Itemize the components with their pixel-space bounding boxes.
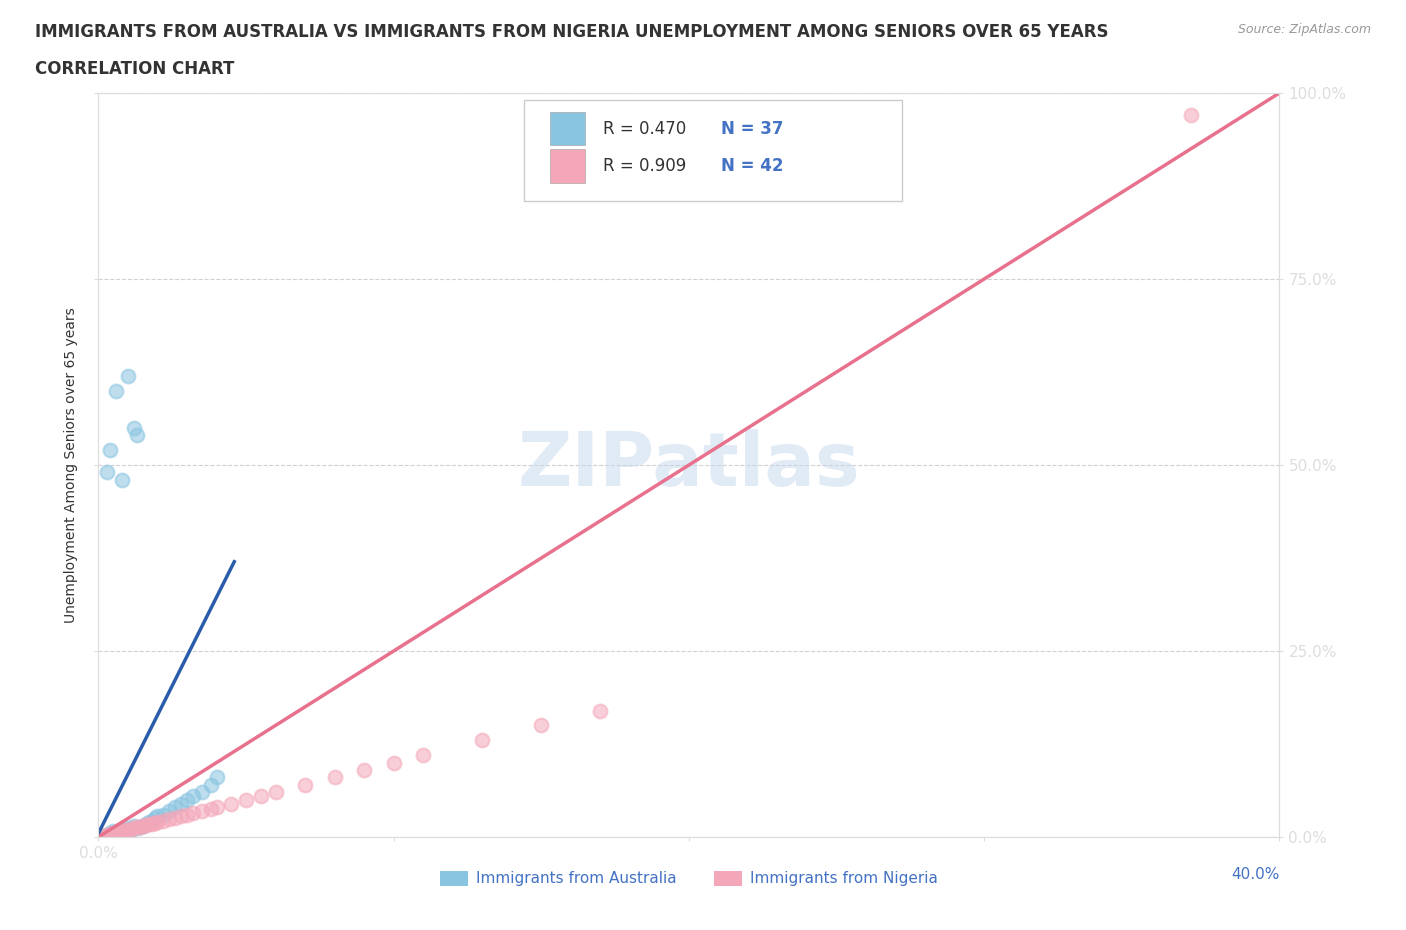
Point bbox=[132, 818, 155, 833]
Point bbox=[170, 796, 193, 811]
Point bbox=[111, 472, 134, 487]
Point bbox=[323, 770, 346, 785]
Bar bbox=[550, 112, 585, 145]
Point bbox=[152, 813, 174, 828]
Point bbox=[122, 420, 145, 435]
Point bbox=[191, 804, 214, 818]
Point bbox=[128, 819, 150, 834]
Point bbox=[105, 825, 128, 840]
Point bbox=[114, 824, 136, 839]
Point bbox=[146, 815, 169, 830]
Point bbox=[135, 817, 157, 832]
Point bbox=[120, 822, 142, 837]
Text: IMMIGRANTS FROM AUSTRALIA VS IMMIGRANTS FROM NIGERIA UNEMPLOYMENT AMONG SENIORS : IMMIGRANTS FROM AUSTRALIA VS IMMIGRANTS … bbox=[35, 23, 1109, 41]
Point bbox=[219, 796, 242, 811]
FancyBboxPatch shape bbox=[523, 100, 901, 201]
Point bbox=[530, 718, 553, 733]
Point bbox=[98, 443, 121, 458]
Text: R = 0.470: R = 0.470 bbox=[603, 120, 686, 138]
Point bbox=[181, 805, 204, 820]
Point bbox=[103, 826, 125, 841]
Point bbox=[191, 785, 214, 800]
Text: R = 0.909: R = 0.909 bbox=[603, 157, 686, 175]
Point bbox=[105, 826, 128, 841]
Point bbox=[138, 815, 160, 830]
Point bbox=[117, 368, 139, 383]
Point bbox=[96, 828, 118, 843]
Point bbox=[114, 823, 136, 838]
Text: N = 37: N = 37 bbox=[721, 120, 783, 138]
Point bbox=[181, 789, 204, 804]
Point bbox=[294, 777, 316, 792]
Text: N = 42: N = 42 bbox=[721, 157, 783, 175]
Point bbox=[152, 807, 174, 822]
Point bbox=[382, 755, 405, 770]
Point bbox=[103, 824, 125, 839]
Point bbox=[96, 828, 118, 843]
Point bbox=[143, 811, 166, 826]
Point bbox=[111, 822, 134, 837]
Text: CORRELATION CHART: CORRELATION CHART bbox=[35, 60, 235, 78]
Point bbox=[132, 818, 155, 833]
Point bbox=[412, 748, 434, 763]
Point bbox=[122, 820, 145, 835]
Point bbox=[157, 812, 180, 827]
Point bbox=[93, 828, 115, 843]
Point bbox=[1180, 108, 1202, 123]
Point bbox=[589, 703, 612, 718]
Point bbox=[108, 824, 131, 839]
Point bbox=[98, 828, 121, 843]
Point bbox=[170, 809, 193, 824]
Point bbox=[120, 821, 142, 836]
Point bbox=[108, 825, 131, 840]
Point bbox=[353, 763, 375, 777]
Point bbox=[165, 800, 187, 815]
Point bbox=[205, 770, 228, 785]
Legend: Immigrants from Australia, Immigrants from Nigeria: Immigrants from Australia, Immigrants fr… bbox=[434, 864, 943, 893]
Point bbox=[471, 733, 494, 748]
Point bbox=[98, 827, 121, 842]
Point bbox=[176, 807, 198, 822]
Point bbox=[176, 792, 198, 807]
Point bbox=[125, 428, 148, 443]
Text: Source: ZipAtlas.com: Source: ZipAtlas.com bbox=[1237, 23, 1371, 36]
Point bbox=[165, 810, 187, 825]
Point bbox=[141, 813, 163, 828]
Point bbox=[146, 809, 169, 824]
Y-axis label: Unemployment Among Seniors over 65 years: Unemployment Among Seniors over 65 years bbox=[65, 307, 79, 623]
Point bbox=[200, 777, 222, 792]
Point bbox=[125, 820, 148, 835]
Point bbox=[250, 789, 273, 804]
Point bbox=[128, 819, 150, 834]
Point bbox=[200, 802, 222, 817]
Point bbox=[141, 817, 163, 831]
Point bbox=[103, 828, 125, 843]
Point bbox=[264, 785, 287, 800]
Point bbox=[98, 826, 121, 841]
Point bbox=[96, 465, 118, 480]
Point bbox=[205, 800, 228, 815]
Point bbox=[125, 820, 148, 835]
Point bbox=[105, 383, 128, 398]
Text: ZIPatlas: ZIPatlas bbox=[517, 429, 860, 501]
Point bbox=[235, 792, 257, 807]
Bar bbox=[550, 149, 585, 182]
Point bbox=[93, 828, 115, 843]
Text: 40.0%: 40.0% bbox=[1232, 867, 1279, 882]
Point bbox=[111, 824, 134, 839]
Point bbox=[135, 817, 157, 831]
Point bbox=[138, 817, 160, 831]
Point bbox=[103, 828, 125, 843]
Point bbox=[117, 820, 139, 835]
Point bbox=[143, 816, 166, 830]
Point bbox=[117, 822, 139, 837]
Point bbox=[157, 804, 180, 818]
Point bbox=[122, 818, 145, 833]
